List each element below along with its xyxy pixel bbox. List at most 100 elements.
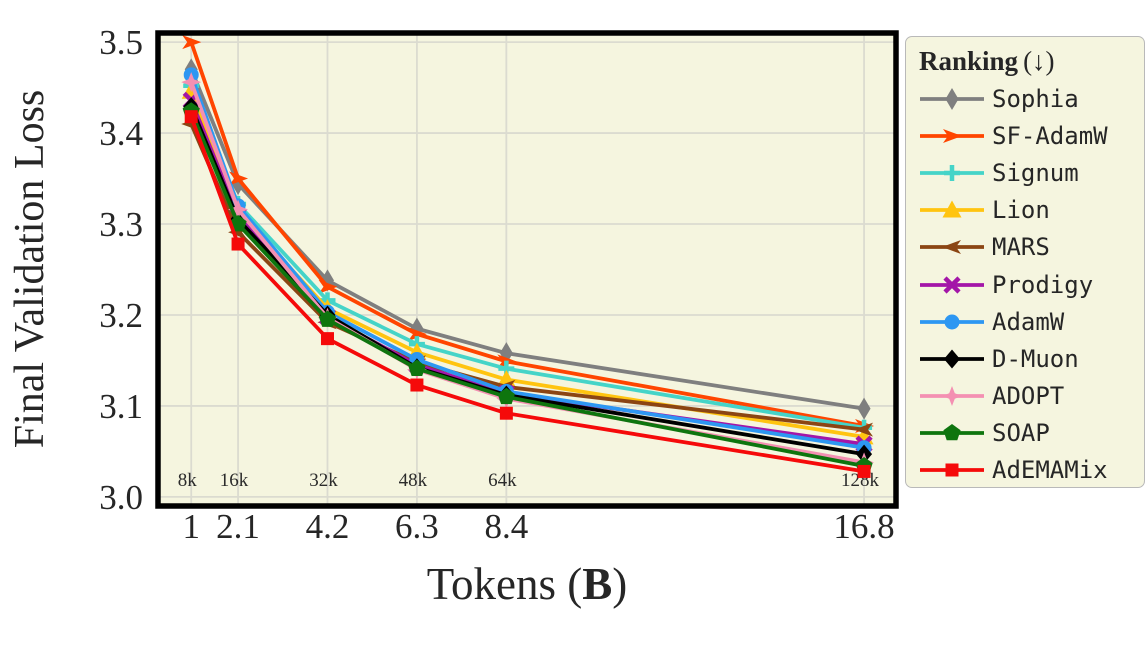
y-tick-label: 3.0 <box>99 478 143 517</box>
legend-sample-lion <box>920 200 984 218</box>
legend-label-prodigy: Prodigy <box>992 270 1094 299</box>
legend-label-lion: Lion <box>992 196 1050 225</box>
legend-item-mars: MARS <box>919 229 1144 266</box>
series-line-sophia <box>189 68 865 411</box>
legend-label-ademamix: AdEMAMix <box>992 456 1108 485</box>
x-marker-icon <box>943 275 961 294</box>
x-axis-label-suffix: ) <box>612 559 628 609</box>
x-tick-label: 4.2 <box>306 507 350 546</box>
y-tick-label: 3.5 <box>99 23 143 62</box>
legend-sample-prodigy <box>920 275 984 294</box>
x-tick-label: 6.3 <box>395 507 439 546</box>
pentagon-marker-icon <box>318 310 337 327</box>
thin-diamond-marker-icon <box>945 87 959 110</box>
y-tick-label: 3.3 <box>99 205 143 244</box>
y-axis-label: Final Validation Loss <box>6 90 54 449</box>
legend-ranking-arrow: (↓) <box>1023 46 1055 76</box>
diamond-marker-icon <box>944 349 960 369</box>
legend-item-adopt: ADOPT <box>919 378 1144 415</box>
circle-marker-icon <box>944 314 960 330</box>
legend-sample-ademamix <box>920 463 984 477</box>
y-tick-label: 3.1 <box>99 387 143 426</box>
step-annotation: 8k <box>178 470 198 491</box>
thin-diamond-marker-icon <box>857 397 871 420</box>
legend-item-ademamix: AdEMAMix <box>919 452 1144 489</box>
step-annotation: 32k <box>309 470 338 491</box>
square-marker-icon <box>410 378 424 392</box>
legend-label-soap: SOAP <box>992 419 1050 448</box>
triangle-up-marker-icon <box>942 200 962 218</box>
square-marker-icon <box>184 110 198 124</box>
legend-item-lion: Lion <box>919 192 1144 229</box>
legend-item-adamw: AdamW <box>919 303 1144 340</box>
legend-sample-mars <box>920 240 984 255</box>
y-tick-label: 3.4 <box>99 114 143 153</box>
plus-marker-icon <box>944 164 960 181</box>
x-tick-label: 1 <box>182 507 200 546</box>
legend-item-prodigy: Prodigy <box>919 266 1144 303</box>
arrow-left-marker-icon <box>942 240 961 255</box>
legend-label-adopt: ADOPT <box>992 382 1065 411</box>
legend-items: Sophia SF-AdamW Signum Lion MARS Prodigy AdamW… <box>919 80 1144 489</box>
arrow-left-marker-icon <box>854 422 874 437</box>
legend-title: Ranking (↓) <box>919 43 1144 80</box>
legend-sample-signum <box>920 164 984 181</box>
legend-item-signum: Signum <box>919 154 1144 191</box>
pentagon-marker-icon <box>497 387 515 405</box>
square-marker-icon <box>320 332 334 346</box>
series-group <box>181 35 875 478</box>
legend-label-adamw: AdamW <box>992 307 1065 336</box>
step-annotation: 48k <box>399 470 428 491</box>
x-tick-labels: 1 2.1 4.2 6.3 8.4 16.8 <box>182 507 894 546</box>
step-annotations: 8k 16k 32k 48k 64k 128k <box>178 470 880 491</box>
arrow-right-marker-icon <box>229 171 249 186</box>
arrow-right-marker-icon <box>318 279 338 294</box>
star4-marker-icon <box>942 386 962 407</box>
star4-marker-icon <box>181 72 202 93</box>
legend-sample-soap <box>920 424 984 441</box>
series-line-sf-adamw <box>189 41 865 428</box>
legend-sample-adamw <box>920 314 984 330</box>
legend-label-sophia: Sophia <box>992 84 1079 113</box>
legend-item-sf-adamw: SF-AdamW <box>919 117 1144 154</box>
square-marker-icon <box>231 237 245 251</box>
y-axis-label-text: Final Validation Loss <box>7 89 53 449</box>
arrow-right-marker-icon <box>182 35 202 50</box>
legend-label-sf-adamw: SF-AdamW <box>992 121 1108 150</box>
legend-label-d-muon: D-Muon <box>992 344 1079 373</box>
legend-sample-d-muon <box>920 349 984 369</box>
x-tick-label: 2.1 <box>216 507 260 546</box>
x-tick-label: 8.4 <box>484 507 528 546</box>
arrow-right-marker-icon <box>943 128 962 143</box>
legend-title-text: Ranking <box>919 46 1019 76</box>
legend-item-d-muon: D-Muon <box>919 340 1144 377</box>
legend-sample-adopt <box>920 386 984 407</box>
square-marker-icon <box>499 406 513 420</box>
y-tick-label: 3.2 <box>99 296 143 335</box>
square-marker-icon <box>945 463 959 477</box>
y-tick-labels: 3.0 3.1 3.2 3.3 3.4 3.5 <box>99 23 143 517</box>
legend: Ranking (↓) Sophia SF-AdamW Signum Lion MARS P… <box>905 36 1145 488</box>
star4-marker-icon <box>228 199 249 220</box>
x-axis-label-bold: B <box>582 559 613 609</box>
legend-item-soap: SOAP <box>919 415 1144 452</box>
legend-sample-sophia <box>920 87 984 110</box>
legend-sample-sf-adamw <box>920 128 984 143</box>
arrow-right-marker-icon <box>407 327 427 342</box>
legend-label-signum: Signum <box>992 158 1079 187</box>
x-tick-label: 16.8 <box>833 507 894 546</box>
pentagon-marker-icon <box>408 359 426 376</box>
series-ademamix <box>184 110 871 478</box>
x-axis-label: Tokens (B) <box>427 558 628 610</box>
step-annotation: 16k <box>220 470 249 491</box>
pentagon-marker-icon <box>943 424 961 441</box>
square-marker-icon <box>857 464 871 478</box>
step-annotation: 64k <box>488 470 517 491</box>
x-axis-label-prefix: Tokens ( <box>426 559 583 609</box>
series-line-soap <box>189 110 865 468</box>
series-line-ademamix <box>189 116 865 474</box>
legend-item-sophia: Sophia <box>919 80 1144 117</box>
legend-label-mars: MARS <box>992 233 1050 262</box>
plot-border <box>155 30 899 509</box>
